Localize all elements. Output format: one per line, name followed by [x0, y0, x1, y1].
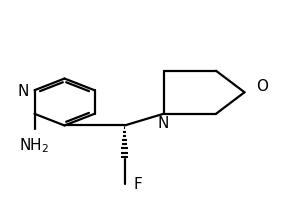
Text: O: O: [256, 78, 268, 93]
Text: N: N: [17, 83, 29, 98]
Text: N: N: [158, 115, 169, 130]
Text: NH$_2$: NH$_2$: [20, 135, 50, 154]
Text: F: F: [134, 176, 142, 191]
